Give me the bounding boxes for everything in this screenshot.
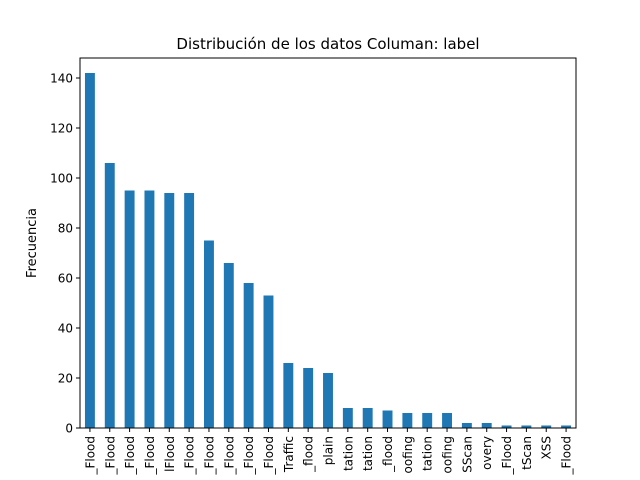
x-tick-label: _Flood [123,436,137,476]
x-tick-label: _flood [302,436,316,473]
x-tick-label: plain [322,436,336,465]
y-tick-label: 120 [50,122,73,136]
y-axis-label: Frecuencia [25,208,40,278]
bar [263,295,274,428]
x-tick-label: tation [361,436,375,471]
x-tick-label: _Flood [183,436,197,476]
bar [164,193,175,428]
x-tick-label: oofing [441,436,455,473]
y-tick-label: 40 [58,322,73,336]
x-tick-label: Traffic [282,436,296,473]
x-tick-label: oofing [401,436,415,473]
bar [362,408,373,428]
bar [541,425,552,428]
bar [521,425,532,428]
x-tick-label: _Flood [83,436,97,476]
x-axis-ticks: _Flood _Flood _Flood _Flood lFlood _Flood _Flo… [83,428,574,476]
bar [184,193,195,428]
bar [243,283,254,428]
x-tick-label: overy [480,436,494,470]
x-tick-label: _Flood [560,436,574,476]
bar [402,413,413,428]
x-tick-label: _Flood [222,436,236,476]
plot-frame [79,57,577,429]
bar [303,368,314,428]
bar [461,423,472,428]
x-tick-label: SScan [460,436,474,473]
x-tick-label: tScan [520,436,534,470]
bar [501,425,512,428]
y-tick-label: 20 [58,372,73,386]
bar [481,423,492,428]
y-tick-label: 60 [58,272,73,286]
bar [124,190,135,428]
bar [323,373,333,428]
y-tick-label: 140 [50,72,73,86]
bar [104,163,115,428]
x-tick-label: _Flood [262,436,276,476]
x-tick-label: _Flood [202,436,216,476]
x-tick-label: tation [341,436,355,471]
y-tick-label: 80 [58,222,73,236]
bar [223,263,234,428]
bar [442,413,452,428]
bar [422,413,433,428]
bar [84,73,95,428]
bars-group [84,73,572,428]
x-tick-label: _Flood [103,436,117,476]
chart-title: Distribución de los datos Columan: label [176,35,479,53]
bar [283,363,294,428]
x-tick-label: _Flood [143,436,157,476]
x-tick-label: tation [421,436,435,471]
x-tick-label: lFlood [163,436,177,472]
y-tick-label: 100 [50,172,73,186]
y-tick-label: 0 [65,422,73,436]
bar [382,410,393,428]
bar [204,240,214,428]
bar [144,190,155,428]
x-tick-label: _Flood [242,436,256,476]
bar [561,425,572,428]
x-tick-label: _Flood [500,436,514,476]
y-axis-ticks: 0 20 40 60 80 100 120 140 [50,72,80,436]
x-tick-label: XSS [540,436,554,459]
x-tick-label: _flood [381,436,395,473]
bar [342,408,353,428]
